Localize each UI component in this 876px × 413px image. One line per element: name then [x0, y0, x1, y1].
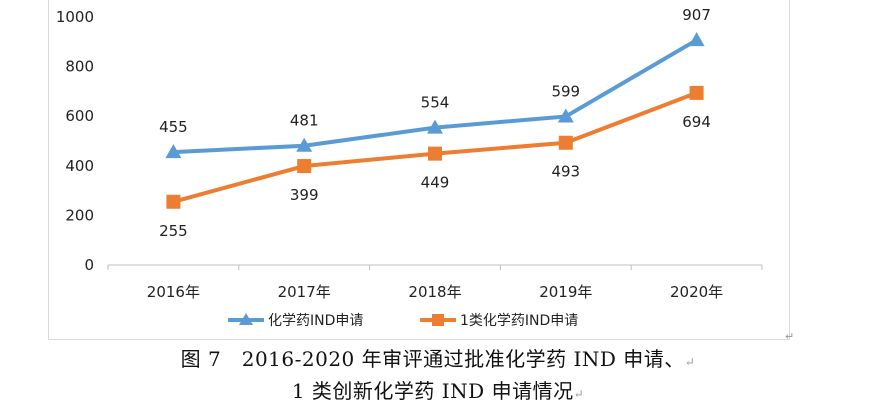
y-tick-label: 200	[65, 206, 94, 224]
series-2-data-label: 399	[290, 186, 319, 204]
caption-line-1-text: 图 7 2016-2020 年审评通过批准化学药 IND 申请、	[180, 347, 685, 371]
series-2-point	[166, 194, 181, 209]
caption-line-2: 1 类创新化学药 IND 申请情况↵	[0, 377, 876, 409]
y-tick-label: 800	[65, 58, 94, 76]
series-2-data-label: 493	[551, 163, 580, 181]
x-tick-label: 2019年	[539, 283, 592, 301]
series-1-point	[165, 144, 182, 159]
legend-marker-2	[432, 314, 444, 326]
y-tick-label: 0	[84, 256, 94, 274]
figure-caption: 图 7 2016-2020 年审评通过批准化学药 IND 申请、↵ 1 类创新化…	[0, 345, 876, 409]
caption-line-2-text: 1 类创新化学药 IND 申请情况	[291, 379, 574, 403]
series-2-point	[689, 85, 704, 100]
x-tick-label: 2017年	[278, 283, 331, 301]
x-tick-label: 2016年	[147, 283, 200, 301]
series-1-data-label: 907	[682, 6, 711, 24]
series-2-point	[428, 146, 442, 161]
series-1-point	[427, 119, 443, 134]
series-1-data-label: 481	[290, 112, 319, 130]
legend-label-2: 1类化学药IND申请	[460, 313, 578, 329]
series-1-data-label: 554	[421, 94, 450, 112]
chart-frame	[48, 0, 790, 340]
series-1-data-label: 455	[159, 118, 188, 136]
series-1-point	[688, 32, 705, 47]
legend-marker-1	[239, 313, 253, 325]
y-tick-label: 400	[65, 157, 94, 175]
series-1-point	[557, 108, 574, 123]
caption-line-1: 图 7 2016-2020 年审评通过批准化学药 IND 申请、↵	[0, 345, 876, 377]
x-tick-label: 2018年	[408, 283, 461, 301]
series-2-data-label: 255	[159, 222, 188, 240]
paragraph-mark: ↵	[684, 355, 696, 369]
y-tick-label: 600	[65, 107, 94, 125]
series-2-data-label: 449	[421, 174, 450, 192]
series-2-point	[558, 135, 573, 150]
paragraph-mark: ↵	[573, 387, 585, 401]
series-2-data-label: 694	[682, 113, 711, 131]
y-tick-label: 1000	[56, 8, 94, 26]
x-tick-label: 2020年	[670, 283, 723, 301]
paragraph-mark: ↵	[785, 330, 795, 343]
series-1-point	[296, 137, 313, 152]
series-1-data-label: 599	[551, 82, 580, 100]
series-2-point	[297, 159, 312, 174]
line-chart: 0 200 400 600 800 1000 2016年 2017年 2018年 2019年 202…	[56, 6, 763, 329]
legend-label-1: 化学药IND申请	[268, 313, 363, 329]
